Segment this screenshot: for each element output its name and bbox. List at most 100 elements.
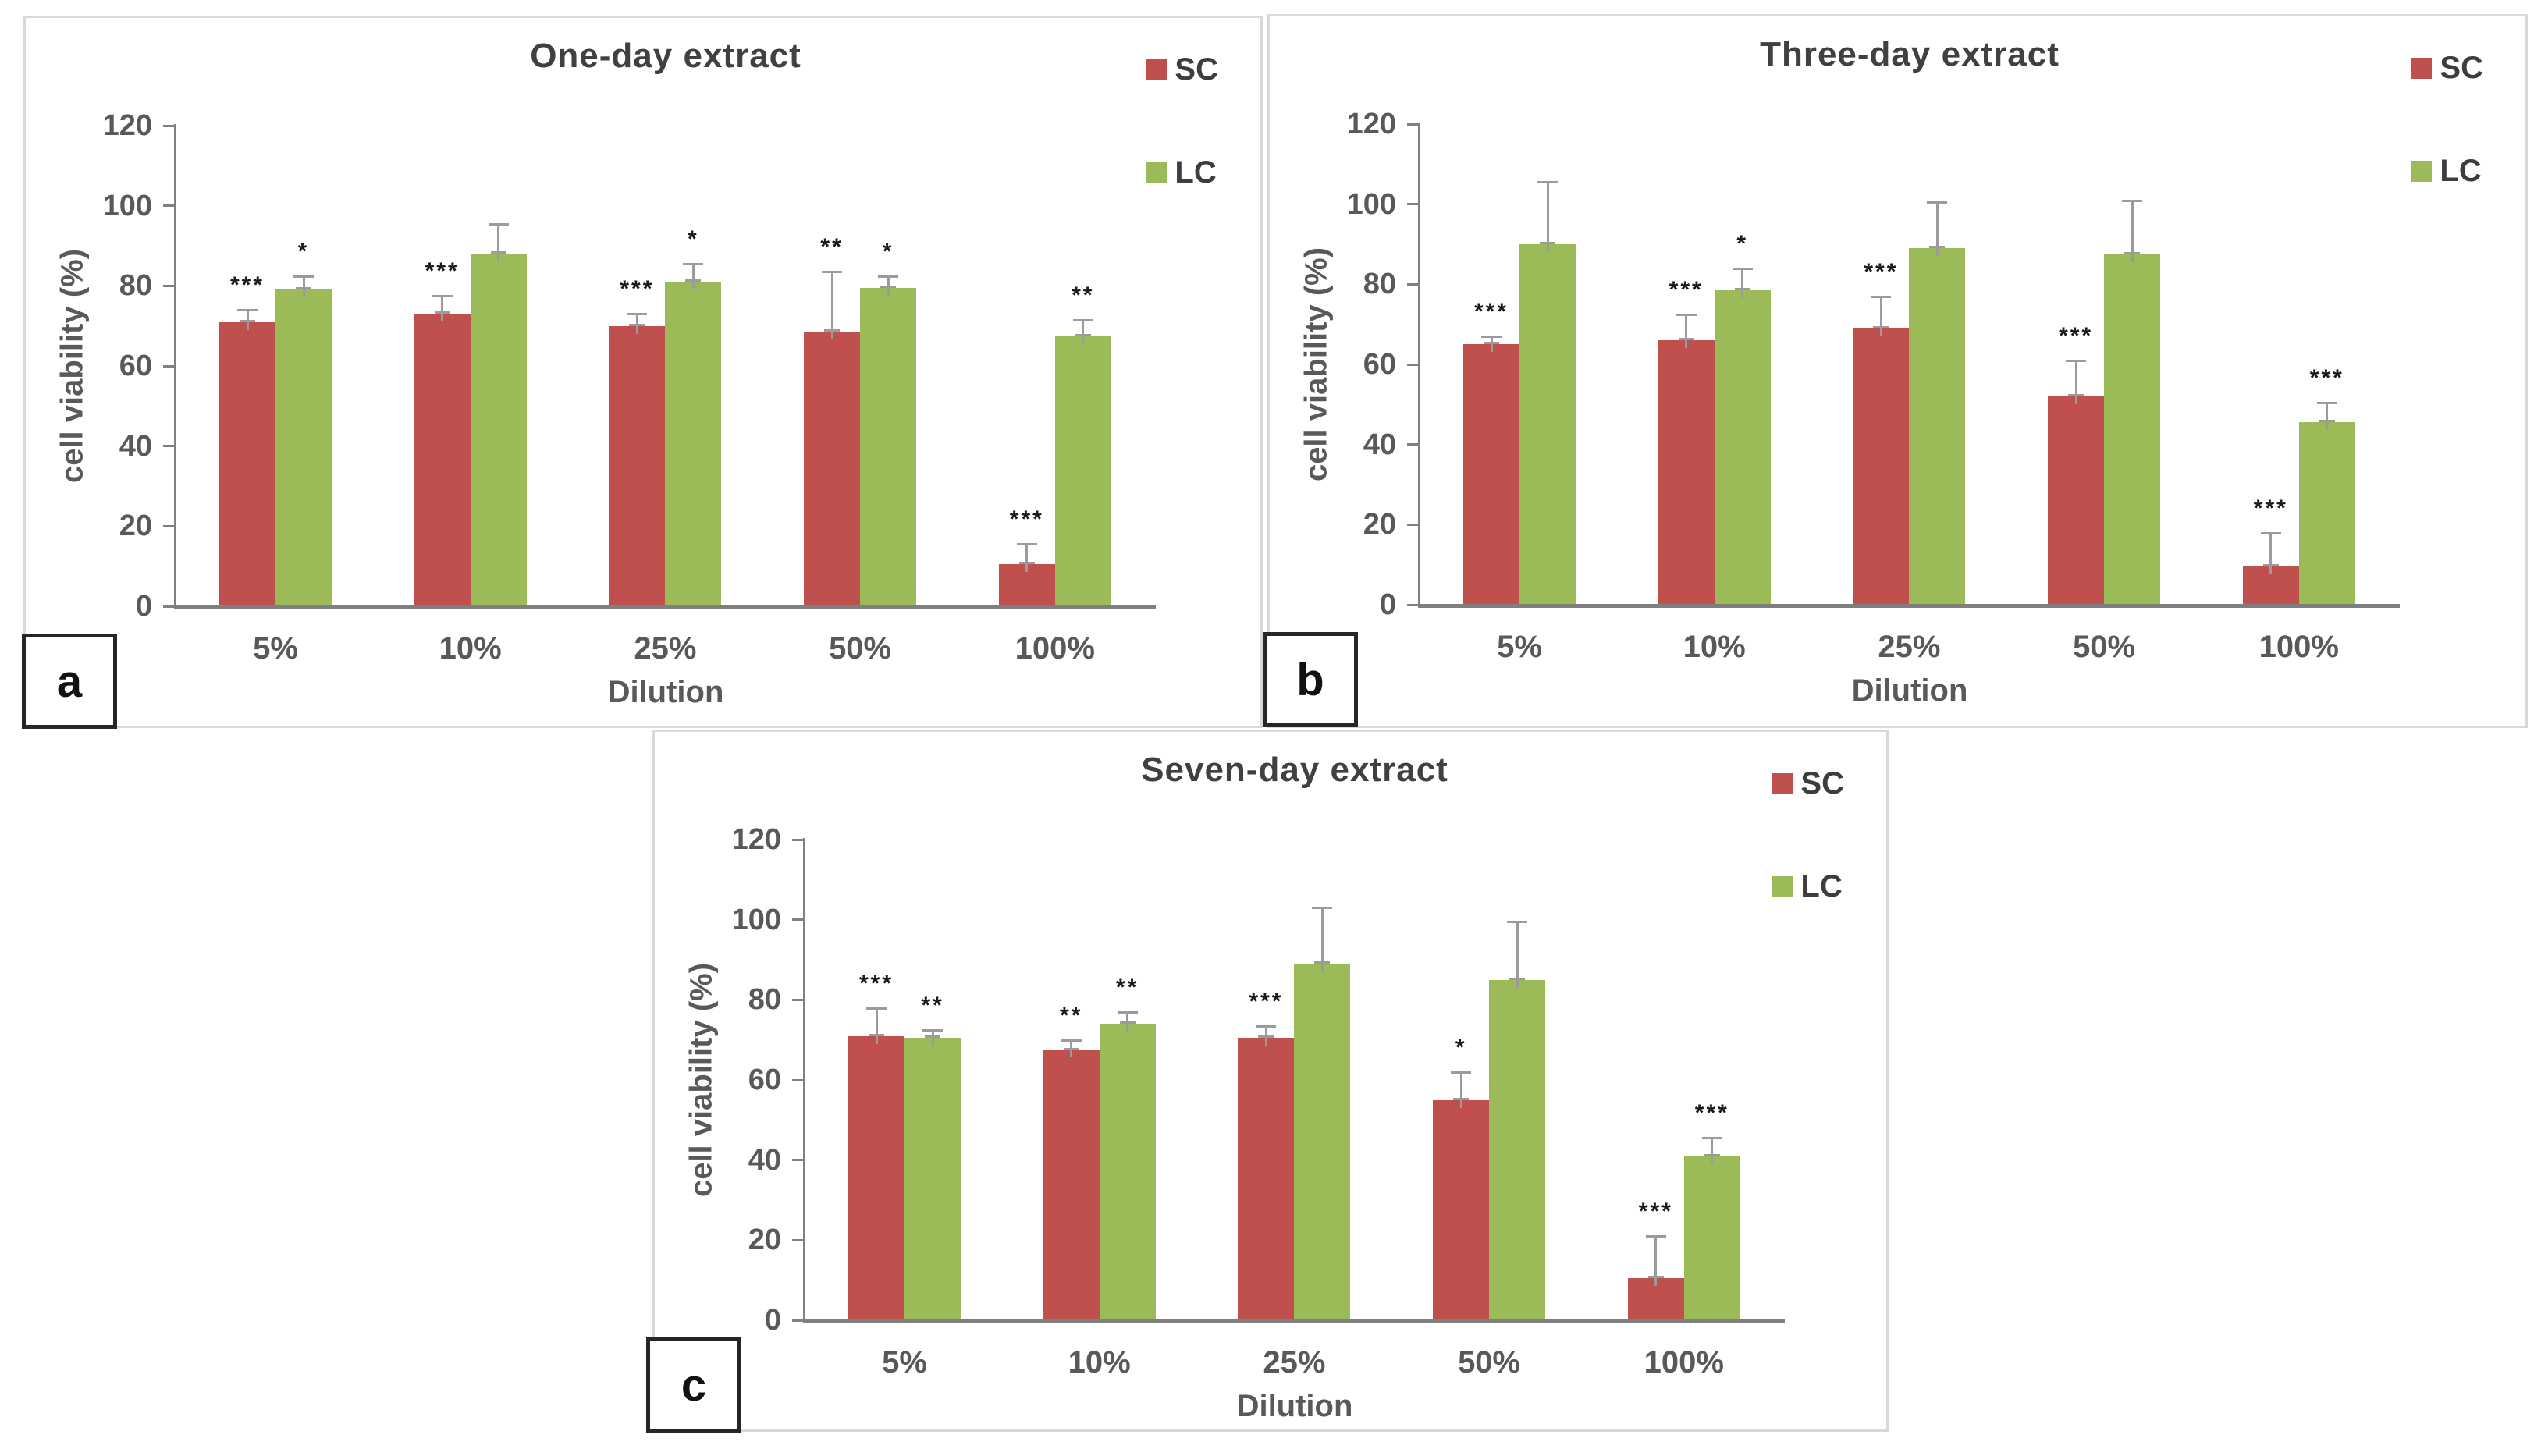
error-bar (1685, 314, 1688, 349)
error-bar-lower-cap (880, 285, 897, 288)
bar-lc-100% (1683, 1156, 1740, 1321)
error-bar-lower-cap (2262, 564, 2279, 567)
bar-sc-10% (1043, 1049, 1100, 1321)
sc-swatch-icon (1772, 772, 1793, 794)
y-tick-label: 20 (119, 510, 152, 543)
y-tick-label: 120 (102, 109, 152, 142)
error-bar (2326, 402, 2329, 431)
error-bar-cap (237, 309, 258, 312)
bar-lc-5% (275, 289, 332, 607)
significance-marker: *** (1864, 258, 1899, 285)
error-bar-cap (922, 1028, 943, 1032)
significance-marker: *** (620, 276, 655, 303)
bar-lc-100% (1054, 336, 1111, 607)
y-tick (1407, 363, 1420, 366)
error-bar-cap (1676, 313, 1697, 316)
error-bar-lower-cap (1509, 977, 1526, 980)
x-category-label: 25% (634, 631, 697, 666)
y-tick-label: 40 (748, 1143, 781, 1177)
legend-label: LC (1800, 868, 1843, 904)
error-bar-lower-cap (240, 319, 255, 322)
error-bar-lower-cap (1704, 1153, 1720, 1156)
bar-lc-50% (2104, 254, 2161, 605)
lc-swatch-icon (2411, 160, 2433, 182)
error-bar (875, 1007, 878, 1044)
x-category-label: 100% (1015, 631, 1095, 666)
error-bar-lower-cap (1063, 1047, 1079, 1050)
panel-one-day-extract: One-day extract SC LC cell viability (%)… (23, 16, 1263, 728)
error-bar-lower-cap (2319, 420, 2335, 423)
error-bar-lower-cap (434, 311, 450, 314)
bar-sc-50% (2048, 396, 2105, 605)
error-bar-cap (1016, 543, 1037, 546)
y-tick (1407, 603, 1420, 606)
error-bar-lower-cap (490, 251, 506, 254)
significance-marker: ** (921, 992, 944, 1018)
x-category-label: 5% (1497, 630, 1542, 664)
significance-marker: ** (820, 234, 844, 261)
y-tick (163, 204, 176, 208)
bar-lc-10% (1714, 290, 1771, 605)
error-bar-lower-cap (1314, 961, 1331, 964)
error-bar (1025, 544, 1029, 573)
y-tick-label: 0 (1379, 588, 1396, 621)
error-bar-cap (683, 263, 704, 266)
plot-area: 0 20 40 60 80 100 120 5% *** * 10% *** 25% *** * 50% ** *… (26, 18, 1260, 726)
bar-sc-10% (414, 314, 471, 607)
error-bar-cap (1701, 1137, 1722, 1140)
y-tick-label: 100 (1346, 187, 1396, 221)
chart-title: One-day extract (530, 37, 801, 75)
error-bar (1320, 907, 1324, 972)
y-tick-label: 0 (764, 1304, 781, 1337)
bar-sc-25% (1853, 328, 1910, 605)
error-bar-cap (1117, 1010, 1138, 1014)
y-tick (792, 918, 805, 922)
error-bar (2074, 360, 2077, 405)
x-axis-title: Dilution (1236, 1389, 1353, 1423)
panel-three-day-extract: Three-day extract SC LC cell viability (… (1267, 14, 2528, 728)
legend-label: SC (1800, 765, 1844, 801)
y-tick (792, 1319, 805, 1322)
error-bar-lower-cap (1484, 342, 1499, 345)
y-tick (163, 364, 176, 368)
significance-marker: *** (1694, 1100, 1729, 1127)
bar-lc-25% (1909, 248, 1966, 605)
error-bar-cap (1312, 907, 1333, 910)
significance-marker: *** (2309, 364, 2344, 391)
x-category-label: 50% (2073, 630, 2136, 664)
error-bar-lower-cap (1734, 288, 1750, 291)
significance-marker: *** (2253, 495, 2288, 521)
y-tick-label: 60 (748, 1064, 781, 1096)
y-tick (1407, 282, 1420, 286)
error-bar-cap (432, 295, 453, 298)
bar-lc-10% (470, 254, 527, 607)
error-bar-lower-cap (1873, 325, 1889, 328)
bar-sc-5% (1463, 344, 1519, 605)
legend-item-lc: LC (1146, 155, 1218, 190)
error-bar-cap (1927, 201, 1948, 204)
significance-marker: *** (858, 970, 894, 996)
y-tick-label: 80 (1363, 268, 1396, 301)
bar-sc-5% (848, 1035, 904, 1321)
y-tick-label: 40 (1363, 428, 1396, 461)
sc-swatch-icon (1146, 59, 1167, 80)
error-bar (1516, 922, 1519, 988)
error-bar (441, 296, 444, 322)
x-category-label: 100% (1644, 1345, 1724, 1380)
error-bar-cap (1072, 318, 1093, 321)
bar-lc-5% (904, 1038, 961, 1321)
y-tick (792, 1078, 805, 1081)
error-bar (1741, 268, 1744, 299)
legend-item-lc: LC (2411, 154, 2483, 188)
legend-item-sc: SC (1146, 52, 1218, 87)
error-bar (1459, 1071, 1462, 1108)
legend-label: SC (1175, 51, 1218, 87)
y-tick (1407, 523, 1420, 526)
error-bar (691, 264, 695, 290)
significance-marker: *** (229, 272, 265, 299)
bar-sc-25% (1238, 1038, 1295, 1321)
error-bar-lower-cap (925, 1035, 940, 1039)
error-bar-lower-cap (629, 323, 645, 326)
x-axis-title: Dilution (607, 675, 724, 709)
error-bar-cap (1507, 921, 1528, 924)
